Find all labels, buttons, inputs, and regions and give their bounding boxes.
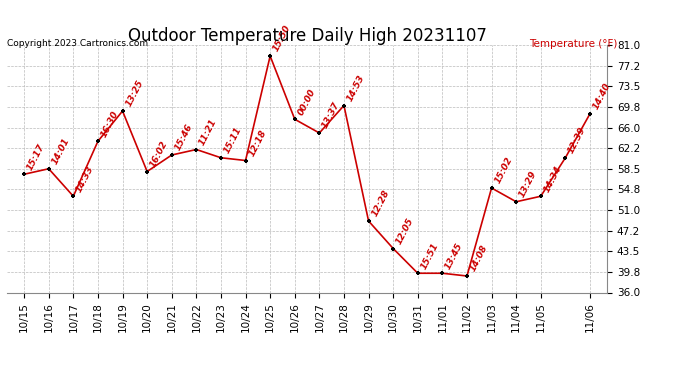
Text: 13:37: 13:37 [321, 100, 342, 130]
Text: 14:53: 14:53 [345, 73, 366, 103]
Text: 14:01: 14:01 [50, 136, 71, 166]
Text: 15:17: 15:17 [26, 142, 46, 171]
Point [486, 185, 497, 191]
Point [363, 218, 374, 224]
Text: Temperature (°F): Temperature (°F) [529, 39, 618, 50]
Point [289, 116, 300, 122]
Text: 15:50: 15:50 [272, 24, 293, 53]
Point [265, 53, 276, 59]
Point [19, 171, 30, 177]
Point [92, 138, 104, 144]
Point [191, 147, 202, 153]
Text: 00:00: 00:00 [296, 87, 317, 117]
Point [166, 152, 177, 158]
Text: 15:02: 15:02 [493, 156, 514, 185]
Point [535, 193, 546, 199]
Point [141, 168, 152, 174]
Point [68, 193, 79, 199]
Text: 12:05: 12:05 [395, 216, 415, 246]
Point [117, 108, 128, 114]
Text: 14:40: 14:40 [591, 81, 613, 111]
Text: 11:21: 11:21 [198, 117, 219, 147]
Text: 16:02: 16:02 [148, 139, 170, 169]
Text: 15:11: 15:11 [222, 125, 244, 155]
Title: Outdoor Temperature Daily High 20231107: Outdoor Temperature Daily High 20231107 [128, 27, 486, 45]
Text: 16:30: 16:30 [99, 109, 120, 138]
Text: 13:25: 13:25 [124, 79, 145, 108]
Text: 15:46: 15:46 [173, 123, 194, 152]
Text: 15:51: 15:51 [419, 241, 440, 270]
Point [560, 155, 571, 161]
Text: 13:29: 13:29 [518, 170, 539, 199]
Text: 13:45: 13:45 [444, 241, 465, 270]
Text: 14:08: 14:08 [469, 244, 489, 273]
Point [240, 158, 251, 164]
Text: 12:39: 12:39 [566, 125, 588, 155]
Point [412, 270, 423, 276]
Text: 14:34: 14:34 [542, 164, 563, 194]
Text: 12:18: 12:18 [247, 128, 268, 158]
Text: 14:33: 14:33 [75, 164, 96, 194]
Point [437, 270, 448, 276]
Point [314, 130, 325, 136]
Text: Copyright 2023 Cartronics.com: Copyright 2023 Cartronics.com [7, 39, 148, 48]
Text: 12:28: 12:28 [370, 189, 391, 218]
Point [584, 111, 595, 117]
Point [462, 273, 473, 279]
Point [511, 199, 522, 205]
Point [215, 155, 226, 161]
Point [338, 102, 349, 108]
Point [388, 246, 399, 252]
Point [43, 166, 55, 172]
